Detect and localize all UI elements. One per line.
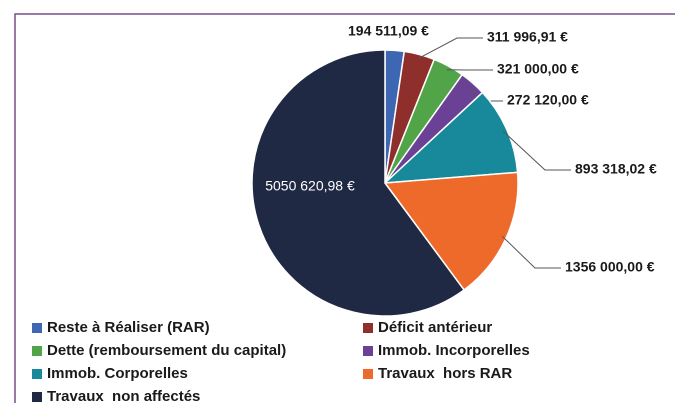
legend-swatch: [32, 369, 42, 379]
pie-slice: [383, 171, 519, 292]
legend-label: Immob. Corporelles: [47, 365, 188, 382]
data-label: 272 120,00 €: [507, 92, 589, 108]
legend-label: Dette (remboursement du capital): [47, 342, 286, 359]
data-label: 194 511,09 €: [348, 23, 429, 39]
leader-line: [418, 37, 483, 59]
legend-swatch: [32, 346, 42, 356]
legend-swatch: [363, 346, 373, 356]
leader-line: [502, 236, 561, 269]
legend-label: Travaux hors RAR: [378, 365, 512, 382]
pie-slice: [382, 91, 519, 184]
legend-swatch: [363, 369, 373, 379]
data-label: 321 000,00 €: [497, 61, 579, 77]
legend-swatch: [32, 323, 42, 333]
data-label: 1356 000,00 €: [565, 259, 655, 275]
data-label: 893 318,02 €: [575, 161, 657, 177]
legend-swatch: [363, 323, 373, 333]
legend-label: Déficit antérieur: [378, 319, 492, 336]
data-label: 311 996,91 €: [487, 29, 568, 45]
legend-label: Travaux non affectés: [47, 388, 200, 403]
legend-swatch: [32, 392, 42, 402]
legend-label: Reste à Réaliser (RAR): [47, 319, 210, 336]
frame: [14, 13, 675, 403]
leader-line: [502, 130, 571, 171]
legend-label: Immob. Incorporelles: [378, 342, 530, 359]
pie-slice: [251, 49, 466, 317]
data-label: 5050 620,98 €: [265, 178, 355, 194]
